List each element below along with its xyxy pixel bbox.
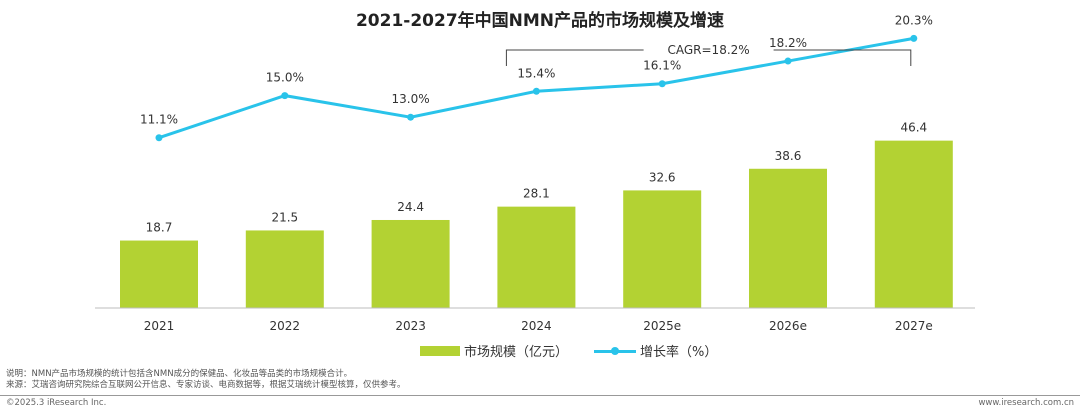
growth-rate-point [155, 134, 163, 142]
legend-swatch-bar [420, 345, 460, 356]
bar [245, 230, 324, 308]
cagr-bracket-right [773, 49, 912, 66]
notes: 说明：NMN产品市场规模的统计包括含NMN成分的保健品、化妆品等品类的市场规模合… [6, 369, 406, 391]
bars-layer: 18.7 21.5 24.4 28.1 32.6 38.6 46.4 [120, 121, 953, 308]
growth-rate-label: 11.1% [140, 113, 178, 127]
growth-rate-label: 20.3% [895, 13, 933, 27]
bar-value-label: 28.1 [523, 187, 550, 201]
legend-item-bar: 市场规模（亿元） [420, 341, 568, 360]
x-tick-label: 2021 [144, 319, 175, 333]
footer-divider [0, 395, 1080, 396]
bar-value-label: 18.7 [146, 221, 173, 235]
bar [623, 190, 702, 308]
bar [497, 206, 576, 308]
cagr-bracket-left [505, 49, 644, 66]
footer-copyright: ©2025.3 iResearch Inc. [6, 398, 107, 408]
growth-rate-label: 13.0% [392, 92, 430, 106]
bar-value-label: 24.4 [397, 200, 424, 214]
bar-value-label: 21.5 [271, 210, 298, 224]
legend-item-line: 增长率（%） [594, 341, 717, 360]
growth-rate-label: 15.0% [266, 71, 304, 85]
bar [749, 168, 827, 308]
note-line: 说明：NMN产品市场规模的统计包括含NMN成分的保健品、化妆品等品类的市场规模合… [6, 369, 353, 379]
source-line: 来源：艾瑞咨询研究院综合互联网公开信息、专家访谈、电商数据等，根据艾瑞统计模型核… [6, 380, 406, 390]
legend-swatch-line [594, 346, 637, 356]
growth-rate-label: 16.1% [643, 59, 681, 73]
growth-rate-label: 15.4% [517, 66, 555, 80]
x-axis: 2021 2022 2023 2024 2025e 2026e 2027e [95, 307, 975, 333]
growth-rate-point [658, 80, 666, 88]
growth-rate-point [532, 87, 540, 95]
cagr-label: CAGR=18.2% [667, 43, 749, 57]
legend: 市场规模（亿元） 增长率（%） [420, 341, 735, 360]
x-tick-label: 2027e [895, 319, 933, 333]
x-tick-label: 2022 [270, 319, 301, 333]
growth-rate-point [281, 92, 289, 100]
bar-value-label: 32.6 [649, 170, 676, 184]
growth-rate-point [784, 57, 792, 65]
bar [874, 140, 953, 308]
chart-area: 18.721.524.428.132.638.646.4 11.1%15.0%1… [95, 13, 975, 333]
growth-rate-point [407, 113, 415, 121]
x-tick-label: 2023 [395, 319, 426, 333]
line-layer: 11.1% 15.0% 13.0% 15.4% 16.1% 18.2% 20.3% [140, 13, 933, 142]
bar [120, 240, 198, 308]
bar [371, 219, 450, 308]
bar-value-label: 38.6 [775, 149, 802, 163]
x-tick-label: 2026e [769, 319, 807, 333]
x-tick-label: 2025e [643, 319, 681, 333]
bar-value-label: 46.4 [900, 121, 927, 135]
growth-rate-point [910, 34, 918, 42]
legend-label-bar: 市场规模（亿元） [464, 345, 569, 360]
chart-title: 2021-2027年中国NMN产品的市场规模及增速 [355, 11, 725, 31]
legend-label-line: 增长率（%） [640, 345, 718, 360]
growth-rate-label: 18.2% [769, 36, 807, 50]
footer-website: www.iresearch.com.cn [978, 398, 1074, 408]
x-tick-label: 2024 [521, 319, 552, 333]
cagr-annotation: CAGR=18.2% [505, 43, 912, 66]
